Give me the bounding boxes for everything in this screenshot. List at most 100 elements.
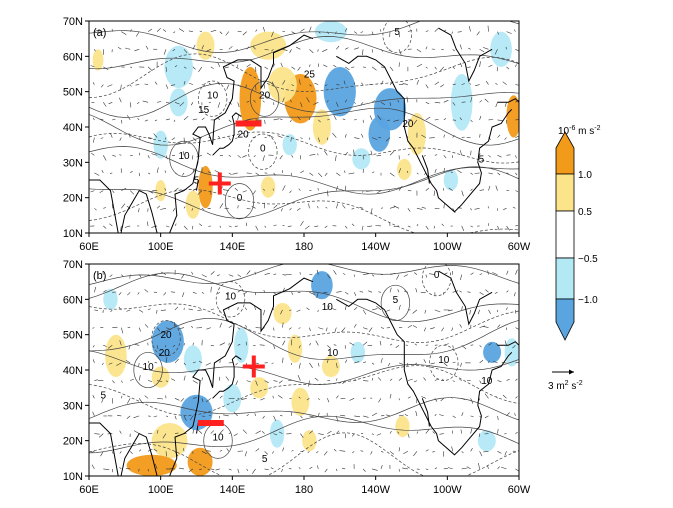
- vector-b-174: [219, 360, 221, 363]
- vector-b-157: [205, 450, 211, 452]
- panel-b-x-ticks: 60E 100E 140E 180 140W 100W 60W: [79, 476, 531, 496]
- shading-blob-a-24: [261, 176, 276, 198]
- vector-b-302: [318, 433, 324, 435]
- vector-b-237: [263, 309, 265, 316]
- vector-a-64: [138, 152, 141, 156]
- colorbar: 10-6 m s-2 1.0 0.5 −0.5 −1.0: [555, 125, 601, 341]
- vector-a-136: [191, 155, 194, 160]
- vector-a-417: [398, 62, 400, 67]
- vector-b-460: [434, 398, 438, 402]
- shading-blob-a-20: [155, 180, 167, 202]
- vector-b-339: [340, 414, 346, 417]
- shading-blob-a-16: [169, 88, 188, 117]
- vector-b-97: [165, 451, 167, 457]
- vector-a-57: [130, 66, 133, 69]
- vector-b-445: [425, 449, 429, 452]
- vector-a-442: [416, 49, 422, 53]
- vector-a-177: [217, 62, 221, 68]
- vector-b-221: [255, 380, 258, 386]
- vector-a-552: [506, 225, 510, 231]
- vector-b-132: [188, 468, 194, 473]
- vector-b-134: [192, 429, 194, 434]
- vector-b-38: [119, 430, 122, 434]
- colorbar-unit: 10-6 m s-2: [558, 125, 601, 137]
- vector-a-48: [124, 225, 131, 228]
- vector-a-276: [300, 220, 304, 227]
- vector-b-273: [289, 309, 292, 311]
- vector-b-481: [451, 446, 453, 452]
- vector-a-291: [309, 172, 314, 176]
- vector-a-545: [497, 134, 501, 138]
- vector-b-570: [515, 362, 519, 364]
- vector-b-143: [191, 271, 194, 275]
- vector-a-489: [452, 66, 455, 69]
- vector-a-298: [309, 49, 314, 54]
- vector-a-345: [345, 66, 350, 71]
- shading-blob-b-20: [477, 430, 496, 452]
- vector-a-294: [309, 116, 311, 120]
- panel-b-markers: [197, 355, 265, 426]
- shading-blob-b-6: [151, 423, 188, 459]
- vector-a-511: [470, 96, 473, 103]
- vector-a-70: [134, 49, 140, 52]
- vector-a-513: [467, 66, 471, 68]
- vector-b-283: [298, 345, 301, 349]
- vector-a-539: [487, 25, 489, 32]
- vector-b-82: [144, 289, 149, 293]
- vector-a-448: [423, 155, 426, 157]
- vector-a-515: [468, 26, 471, 32]
- vector-b-95: [154, 274, 158, 276]
- vector-a-47: [121, 31, 127, 36]
- vector-b-536: [483, 326, 489, 328]
- vector-b-304: [318, 398, 320, 401]
- vector-b-330: [336, 362, 338, 368]
- shading-blob-b-13: [302, 430, 317, 452]
- vector-a-92: [154, 81, 158, 85]
- vector-b-433: [413, 451, 418, 457]
- vector-a-504: [470, 225, 473, 228]
- vector-a-361: [359, 206, 364, 209]
- vector-a-213: [246, 64, 251, 68]
- vector-a-75: [147, 172, 151, 175]
- vector-a-15: [101, 170, 104, 174]
- vector-a-343: [344, 99, 348, 103]
- vector-a-156: [208, 225, 211, 227]
- vector-b-421: [403, 451, 409, 455]
- vector-b-524: [479, 325, 485, 328]
- vector-b-60: [138, 468, 140, 472]
- vector-a-375: [371, 171, 375, 174]
- vector-b-203: [237, 274, 242, 277]
- shading-blob-b-12: [269, 419, 285, 448]
- vector-b-324: [336, 468, 338, 472]
- vector-a-521: [479, 133, 481, 138]
- vector-a-467: [434, 28, 439, 32]
- vector-a-126: [183, 115, 189, 121]
- vector-b-84: [154, 463, 158, 470]
- vector-a-99: [164, 170, 167, 174]
- x-tick-label-b-4: 140W: [361, 484, 390, 496]
- vector-b-150: [198, 360, 203, 364]
- vector-b-144: [199, 468, 202, 470]
- vector-b-106: [163, 292, 167, 296]
- vector-b-248: [273, 327, 275, 331]
- y-tick-label-b-0: 70N: [63, 259, 83, 271]
- vector-a-409: [393, 205, 400, 209]
- vector-b-110: [174, 432, 179, 434]
- vector-a-551: [497, 31, 499, 35]
- vector-a-518: [479, 189, 485, 191]
- vector-b-406: [389, 287, 392, 293]
- vector-b-194: [233, 433, 238, 437]
- vector-b-300: [317, 465, 319, 469]
- contour-a-3: [89, 131, 519, 164]
- vector-b-285: [296, 309, 301, 312]
- vector-a-535: [484, 98, 489, 103]
- vector-b-149: [201, 377, 203, 381]
- vector-a-386: [377, 190, 382, 193]
- vector-b-63: [133, 415, 140, 419]
- vector-a-249: [273, 63, 275, 67]
- vector-b-498: [460, 362, 462, 367]
- vector-b-9: [94, 309, 99, 311]
- vector-a-131: [178, 28, 185, 32]
- vector-a-332: [336, 84, 340, 86]
- vector-a-330: [333, 114, 337, 121]
